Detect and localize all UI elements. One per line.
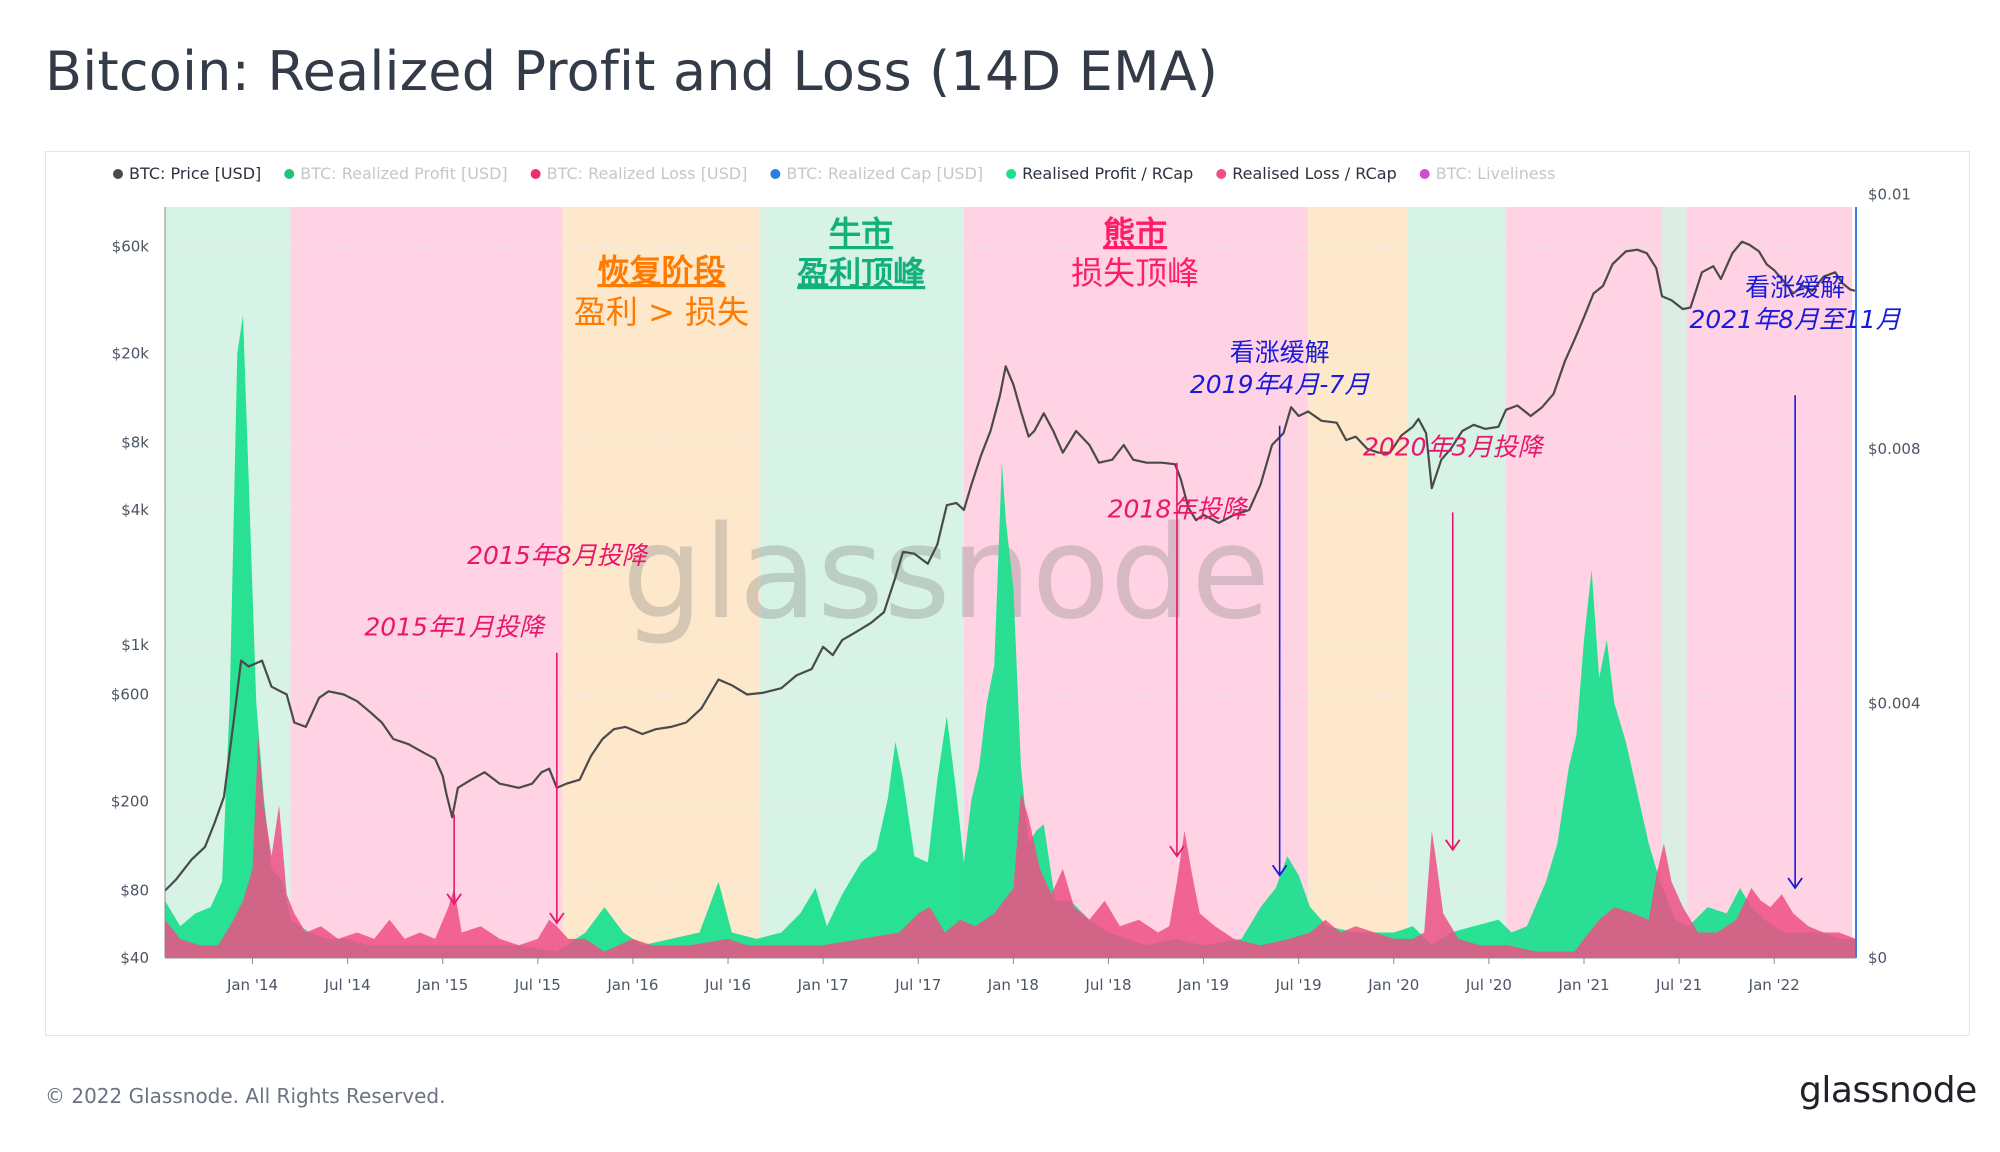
x-tick-label: Jan '14: [226, 976, 278, 994]
x-tick-label: Jul '16: [704, 976, 751, 994]
legend-dot-icon: [1006, 169, 1017, 179]
y-left-tick-label: $8k: [121, 433, 149, 451]
y-left-tick-label: $40: [120, 949, 149, 967]
annotation-text: 看涨缓解: [1745, 273, 1845, 302]
phase-label-title: 牛市: [829, 214, 893, 252]
arrow-down-icon: [1787, 877, 1803, 890]
y-left-tick-label: $20k: [112, 344, 150, 362]
annotation-text: 2021年8月至11月: [1689, 305, 1901, 334]
legend-dot-icon: [770, 169, 781, 179]
x-tick-label: Jul '21: [1655, 976, 1702, 994]
x-tick-label: Jul '20: [1465, 976, 1512, 994]
legend-dot-icon: [530, 169, 541, 179]
y-left-tick-label: $4k: [121, 501, 149, 519]
rcap-areas: [165, 315, 1856, 958]
x-tick-label: Jul '18: [1084, 976, 1131, 994]
chart-panel: glassnode $40 $80 $200 $600 $1k $4k $8k $20k $60…: [45, 151, 1970, 1036]
y-right-tick-label: $0: [1868, 949, 1887, 967]
arrow-down-icon: [1271, 864, 1288, 877]
phase-label-title: 恢复阶段: [597, 252, 725, 290]
x-tick-label: Jan '19: [1177, 976, 1229, 994]
x-tick-label: Jan '17: [797, 976, 849, 994]
phase-band-bear: [1686, 207, 1853, 958]
legend-item[interactable]: BTC: Realized Loss [USD]: [530, 164, 748, 183]
annotation-text: 2015年8月投降: [467, 541, 649, 570]
phase-label-subtitle: 损失顶峰: [1071, 254, 1199, 292]
legend-label: BTC: Realized Profit [USD]: [300, 164, 507, 183]
profit-rcap-area: [165, 315, 1856, 958]
arrow-down-icon: [1169, 845, 1185, 858]
legend-item[interactable]: BTC: Realized Profit [USD]: [284, 164, 508, 183]
legend-item[interactable]: Realised Loss / RCap: [1216, 164, 1397, 183]
x-tick-label: Jul '14: [324, 976, 371, 994]
arrow-down-icon: [549, 912, 565, 925]
phase-band-bear: [290, 207, 563, 958]
y-left-tick-label: $600: [111, 686, 149, 704]
y-right-tick-label: $0.01: [1868, 185, 1911, 203]
legend-label: BTC: Liveliness: [1436, 164, 1556, 183]
legend-item[interactable]: BTC: Price [USD]: [113, 164, 261, 183]
legend: BTC: Price [USD] BTC: Realized Profit [US…: [113, 164, 1555, 183]
legend-dot-icon: [1216, 169, 1227, 179]
annotation-text: 2018年投降: [1108, 495, 1249, 524]
phase-band-bull: [760, 207, 964, 958]
legend-label: Realised Loss / RCap: [1232, 164, 1396, 183]
phase-band-recovery: [1308, 207, 1408, 958]
price-line: [164, 240, 1857, 892]
annotation-text: 2015年1月投降: [364, 613, 546, 642]
y-right-tick-label: $0.008: [1868, 440, 1921, 458]
legend-label: BTC: Realized Cap [USD]: [786, 164, 983, 183]
y-right-tick-label: $0.004: [1868, 694, 1921, 712]
legend-dot-icon: [1419, 169, 1430, 179]
y-left-tick-label: $1k: [121, 636, 149, 654]
arrow-down-icon: [446, 893, 462, 906]
chart-title: Bitcoin: Realized Profit and Loss (14D E…: [45, 40, 1219, 103]
y-left-tick-label: $80: [120, 882, 149, 900]
legend-dot-icon: [113, 169, 123, 179]
x-tick-label: Jan '21: [1557, 976, 1609, 994]
phase-band-recovery: [562, 207, 761, 958]
legend-label: BTC: Price [USD]: [129, 164, 261, 183]
legend-item[interactable]: Realised Profit / RCap: [1006, 164, 1193, 183]
phase-band-transition: [1661, 207, 1687, 958]
x-tick-label: Jan '15: [416, 976, 468, 994]
loss-rcap-area: [165, 735, 1856, 958]
phase-band-bull: [1407, 207, 1507, 958]
x-tick-label: Jan '16: [606, 976, 658, 994]
y-left-tick-label: $200: [111, 792, 149, 810]
y-left-tick-label: $60k: [112, 237, 150, 255]
x-tick-label: Jul '15: [514, 976, 561, 994]
phase-label-subtitle: 盈利 > 损失: [574, 293, 749, 331]
annotation-text: 2020年3月投降: [1363, 432, 1545, 461]
watermark-text: glassnode: [622, 499, 1270, 648]
chart-canvas: glassnode $40 $80 $200 $600 $1k $4k $8k $20k $60…: [111, 164, 1921, 994]
annotation-text: 看涨缓解: [1230, 338, 1330, 367]
copyright-text: © 2022 Glassnode. All Rights Reserved.: [45, 1084, 446, 1108]
arrow-down-icon: [1445, 839, 1461, 852]
legend-label: BTC: Realized Loss [USD]: [547, 164, 748, 183]
x-tick-label: Jul '19: [1275, 976, 1322, 994]
x-tick-label: Jan '22: [1748, 976, 1800, 994]
x-tick-label: Jan '18: [987, 976, 1039, 994]
annotations: 2015年1月投降 2015年8月投降 2018年投降 看涨缓解 2019年4月-7月 2…: [364, 273, 1902, 925]
phase-label-subtitle: 盈利顶峰: [797, 254, 925, 292]
price-line-group: [164, 240, 1857, 892]
legend-item[interactable]: BTC: Realized Cap [USD]: [770, 164, 983, 183]
watermark: glassnode: [622, 499, 1270, 648]
legend-item[interactable]: BTC: Liveliness: [1419, 164, 1556, 183]
annotation-text: 2019年4月-7月: [1190, 370, 1370, 399]
axes: $40 $80 $200 $600 $1k $4k $8k $20k $60k $0 $0.004 $…: [111, 185, 1921, 994]
glassnode-logo[interactable]: glassnode: [1799, 1070, 1977, 1111]
phase-label-title: 熊市: [1103, 214, 1167, 252]
x-tick-label: Jan '20: [1367, 976, 1419, 994]
legend-dot-icon: [284, 169, 295, 179]
x-tick-label: Jul '17: [894, 976, 941, 994]
legend-label: Realised Profit / RCap: [1022, 164, 1193, 183]
